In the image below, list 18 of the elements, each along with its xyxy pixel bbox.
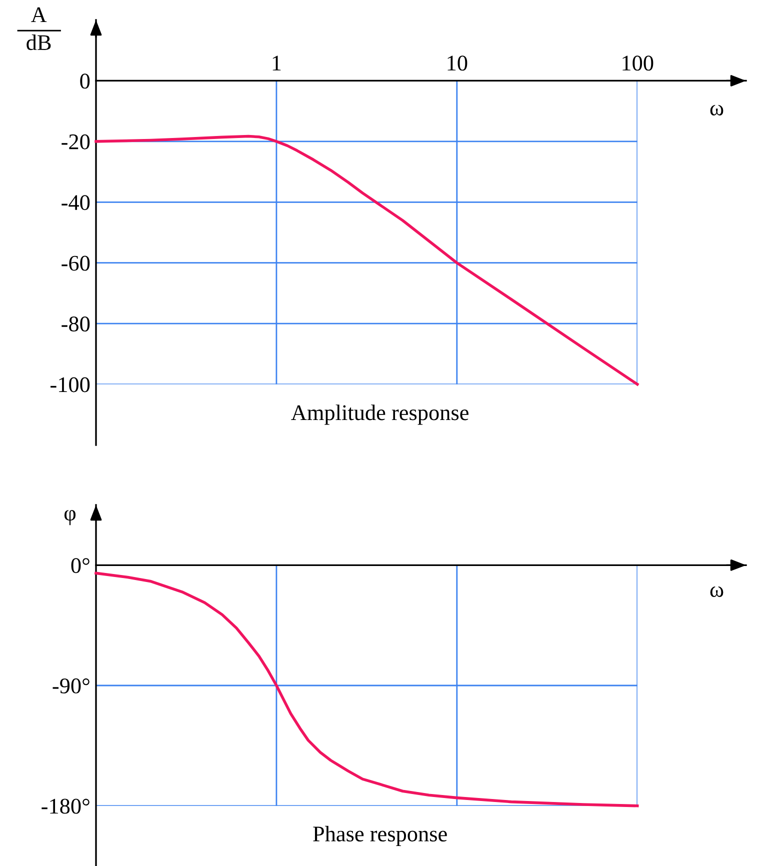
y-tick-label: -80 xyxy=(62,316,90,332)
x-axis-title: ω xyxy=(710,104,724,116)
y-tick-label: -20 xyxy=(62,134,90,150)
text: Phase response xyxy=(313,826,447,846)
y-tick-label: 0° xyxy=(71,558,90,574)
y-tick-label: -60 xyxy=(62,256,90,271)
y-tick-label: -100 xyxy=(50,377,90,392)
x-axis-title: ω xyxy=(710,586,724,598)
y-tick-label: 0 xyxy=(80,74,90,89)
y-axis-title: φ xyxy=(64,510,76,526)
y-tick-label: -40 xyxy=(62,195,90,210)
x-tick-label: 100 xyxy=(622,56,654,71)
y-tick-label: -90° xyxy=(52,678,90,694)
x-tick-label: 1 xyxy=(272,56,281,70)
text: Amplitude response xyxy=(291,404,468,425)
y-tick-label: -180° xyxy=(42,798,90,814)
y-axis-title: A dB xyxy=(26,7,51,50)
x-tick-label: 10 xyxy=(448,56,468,71)
